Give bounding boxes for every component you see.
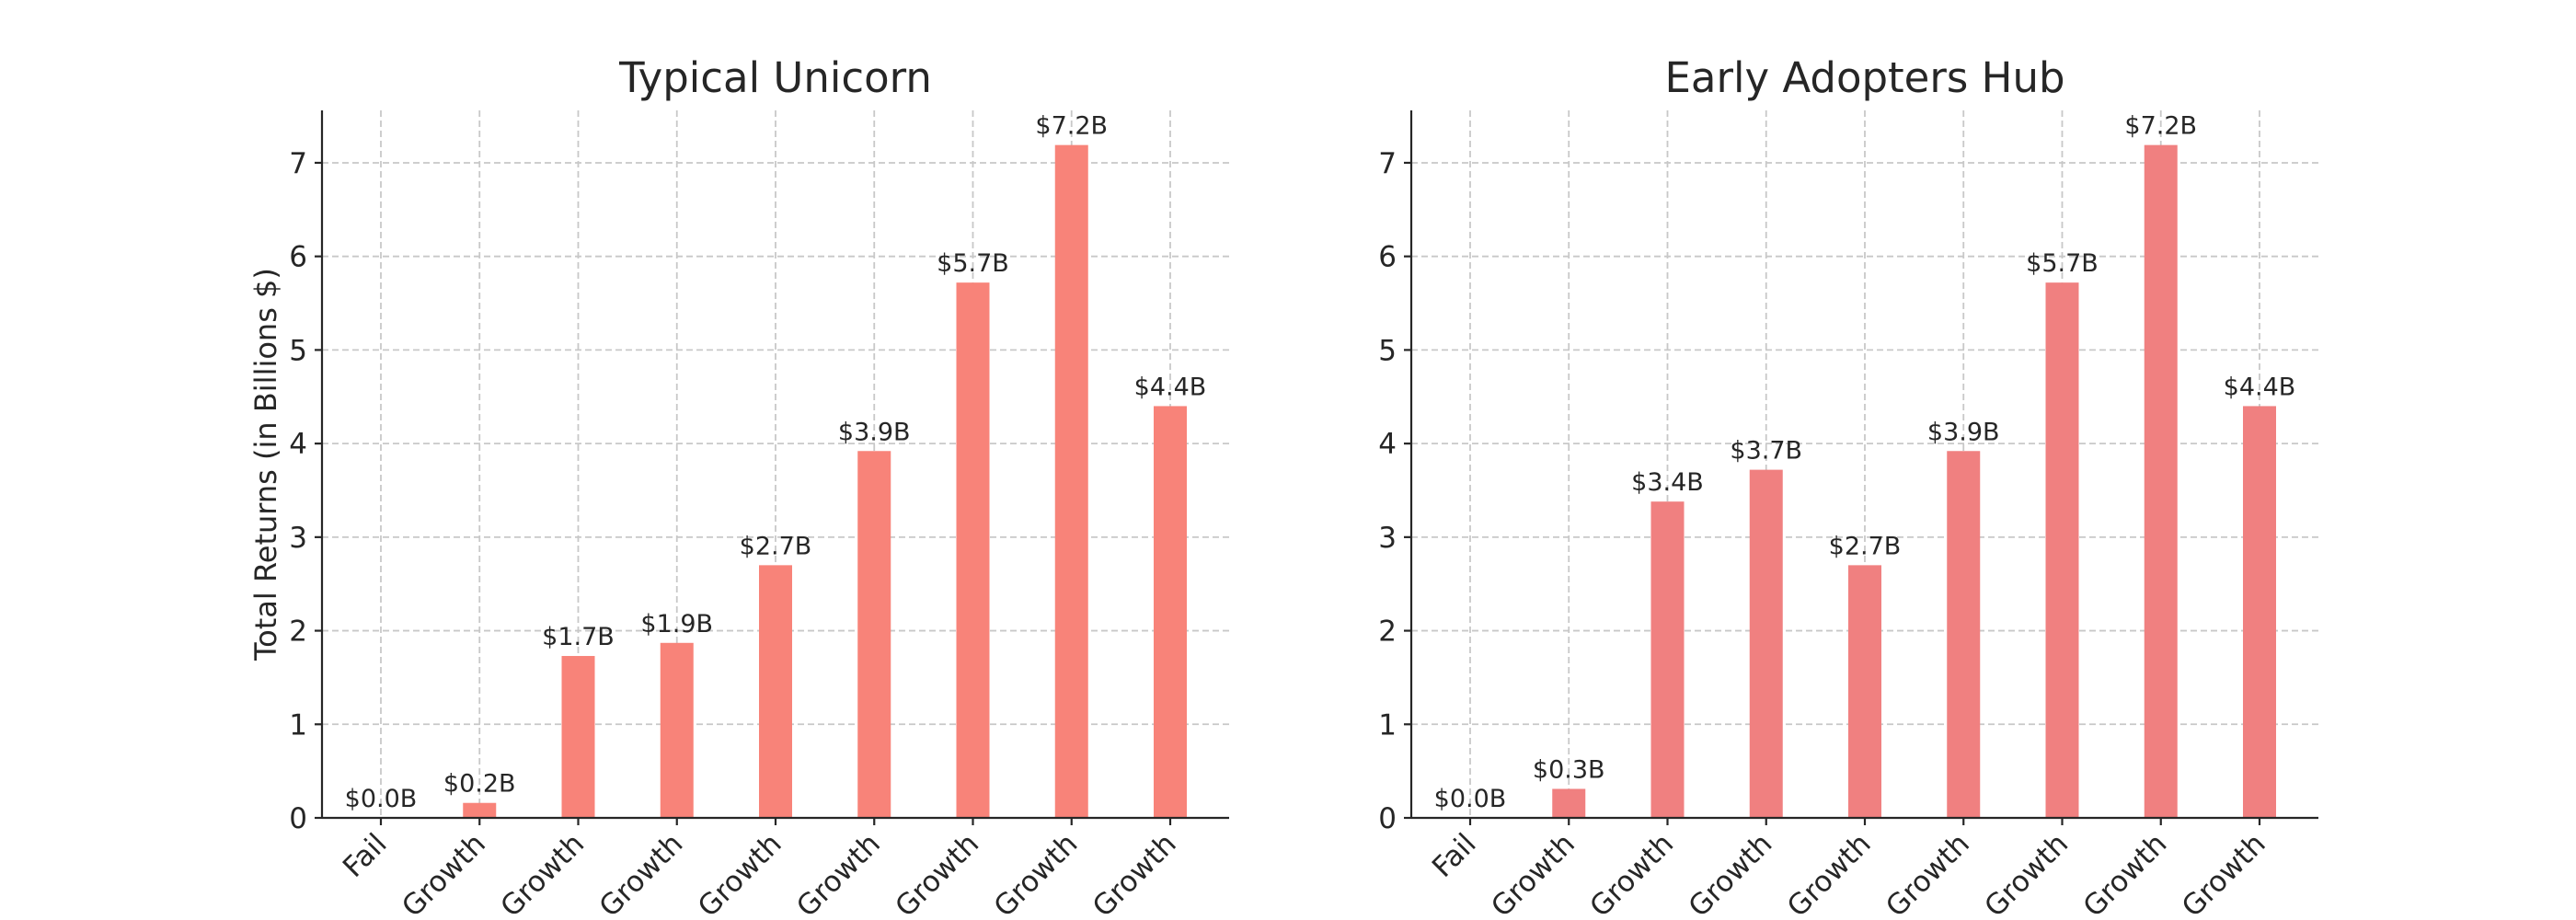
value-label: $1.9B <box>640 610 713 638</box>
value-label: $3.9B <box>838 418 911 446</box>
value-label: $7.2B <box>1035 112 1108 141</box>
x-tick-label: Growth <box>1880 827 1976 920</box>
x-tick-label: Growth <box>1087 827 1183 920</box>
x-tick-label: Growth <box>1978 827 2075 920</box>
x-tick-label: Growth <box>1781 827 1878 920</box>
value-label: $0.0B <box>345 785 418 813</box>
x-tick-label: Growth <box>396 827 492 920</box>
x-tick-label: Fail <box>1426 827 1483 884</box>
y-tick-label: 3 <box>289 522 307 555</box>
y-tick-label: 7 <box>1378 147 1397 180</box>
y-tick-label: 5 <box>1378 334 1397 367</box>
y-tick-label: 2 <box>289 615 307 649</box>
x-tick-label: Growth <box>790 827 887 920</box>
x-tick-label: Growth <box>1485 827 1581 920</box>
bar <box>2243 406 2276 818</box>
value-label: $4.4B <box>1134 373 1207 401</box>
value-label: $4.4B <box>2224 373 2296 401</box>
y-axis-label: Total Returns (in Billions $) <box>248 268 283 661</box>
value-label: $0.2B <box>443 770 516 799</box>
y-tick-label: 4 <box>289 428 307 461</box>
x-tick-label: Growth <box>889 827 985 920</box>
value-label: $7.2B <box>2124 112 2197 141</box>
y-tick-label: 7 <box>289 147 307 180</box>
x-tick-label: Fail <box>337 827 394 884</box>
bar <box>1650 501 1685 818</box>
value-label: $0.3B <box>1533 755 1605 784</box>
y-tick-label: 5 <box>289 334 307 367</box>
x-tick-label: Growth <box>2077 827 2174 920</box>
y-tick-label: 0 <box>1378 802 1397 835</box>
bar <box>857 451 891 818</box>
bar <box>1947 451 1981 818</box>
value-label: $2.7B <box>740 532 812 560</box>
value-label: $3.9B <box>1927 418 2000 446</box>
x-tick-label: Growth <box>494 827 591 920</box>
y-tick-label: 2 <box>1378 615 1397 649</box>
bar <box>1154 406 1187 818</box>
x-tick-label: Growth <box>1583 827 1680 920</box>
y-tick-label: 4 <box>1378 428 1397 461</box>
bar <box>561 656 595 818</box>
value-label: $5.7B <box>937 249 1009 278</box>
bar <box>1552 788 1586 818</box>
bar <box>1054 144 1088 819</box>
bar <box>1848 565 1881 818</box>
y-tick-label: 3 <box>1378 522 1397 555</box>
bar <box>2045 282 2079 818</box>
bar <box>759 565 792 818</box>
y-tick-label: 6 <box>1378 241 1397 274</box>
value-label: $3.4B <box>1631 468 1704 497</box>
y-tick-label: 0 <box>289 802 307 835</box>
y-tick-label: 1 <box>1378 708 1397 742</box>
bar <box>2144 144 2178 819</box>
value-label: $2.7B <box>1829 532 1902 560</box>
x-tick-label: Growth <box>988 827 1085 920</box>
x-tick-label: Growth <box>1683 827 1779 920</box>
value-label: $5.7B <box>2026 249 2099 278</box>
bar <box>463 802 497 818</box>
chart-title: Typical Unicorn <box>618 53 932 102</box>
x-tick-label: Growth <box>593 827 690 920</box>
x-tick-label: Growth <box>692 827 788 920</box>
y-tick-label: 1 <box>289 708 307 742</box>
value-label: $0.0B <box>1434 785 1507 813</box>
y-tick-label: 6 <box>289 241 307 274</box>
chart-title: Early Adopters Hub <box>1664 53 2064 102</box>
bar <box>956 282 990 818</box>
x-tick-label: Growth <box>2176 827 2272 920</box>
bar <box>660 642 694 818</box>
value-label: $1.7B <box>542 623 615 651</box>
bar <box>1749 469 1783 818</box>
value-label: $3.7B <box>1730 437 1802 466</box>
